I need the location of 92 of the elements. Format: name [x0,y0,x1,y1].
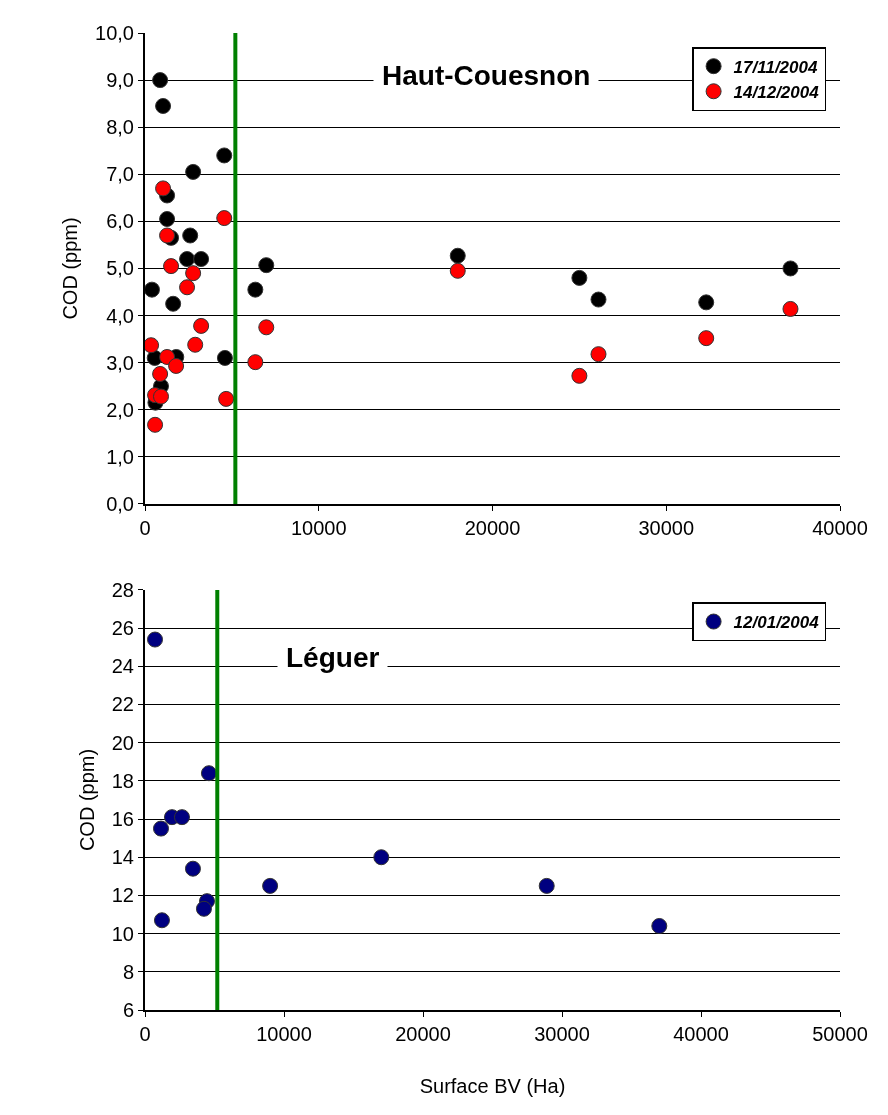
y-axis-title: COD (ppm) [59,217,82,320]
point [449,262,466,279]
point [216,147,233,164]
x-tick-label: 10000 [256,1023,312,1045]
point [538,877,555,894]
y-tick-label: 2,0 [106,398,134,421]
point [218,390,235,407]
point [173,809,190,826]
point [147,631,164,648]
point [153,820,169,837]
x-tick-label: 20000 [395,1023,451,1045]
point [168,357,185,374]
x-tick-label: 50000 [812,1023,868,1045]
point [247,354,264,371]
point [184,860,201,877]
point [159,211,176,227]
point [179,251,196,268]
y-tick-label: 9,0 [106,69,134,92]
point [187,336,204,353]
point [195,900,212,917]
point [163,258,180,275]
point [153,388,169,405]
y-tick-label: 1,0 [106,445,134,468]
y-tick-label: 14 [111,846,134,869]
y-tick-label: 28 [111,578,134,601]
y-tick-label: 3,0 [106,351,134,374]
legend-label: 17/11/2004 [733,57,818,77]
point [258,319,275,336]
y-tick-label: 5,0 [106,257,134,280]
text: Haut-Couesnon [382,60,591,91]
y-tick-label: 6 [122,999,134,1021]
x-tick-label: 10000 [290,516,347,539]
point [185,163,202,180]
point [182,227,199,244]
point [782,300,799,317]
y-tick-label: 20 [111,731,134,754]
x-tick-label: 40000 [812,516,868,539]
x-tick-label: 30000 [534,1023,590,1045]
point [155,180,172,197]
point [152,365,169,382]
x-axis-title: Surface BV (Ha) [419,1075,566,1097]
point [216,349,233,366]
point [165,295,182,312]
point [143,281,160,298]
y-tick-label: 12 [111,884,134,907]
y-tick-label: 4,0 [106,304,134,327]
point [200,765,217,782]
x-tick-label: 30000 [638,516,695,539]
point [590,346,607,363]
legend-label: 14/12/2004 [733,82,820,102]
y-tick-label: 0,0 [106,492,134,515]
y-axis-title: COD (ppm) [75,748,98,852]
y-tick-label: 16 [111,808,134,831]
point [152,72,169,89]
y-tick-label: 24 [111,655,134,678]
point [153,912,170,929]
point [159,227,176,244]
y-tick-label: 8,0 [106,116,134,139]
point [155,97,172,114]
y-tick-label: 22 [111,693,134,716]
point [698,330,715,347]
legend-label: 12/01/2004 [733,613,820,633]
y-tick-label: 8 [122,960,134,983]
point [698,294,715,311]
x-tick-label: 20000 [464,516,521,539]
y-tick-label: 18 [111,769,134,792]
point [571,367,588,384]
x-tick-label: 40000 [673,1023,729,1045]
point [373,849,390,866]
point [147,416,164,433]
point [185,265,202,282]
point [449,247,466,264]
point [179,279,196,296]
point [143,337,160,354]
point [262,877,279,894]
y-tick-label: 10 [111,922,134,945]
point [258,257,275,274]
point [193,251,210,268]
y-tick-label: 7,0 [106,163,134,186]
y-tick-label: 26 [111,617,134,640]
point [571,269,588,286]
x-tick-label: 0 [139,516,151,539]
y-tick-label: 10,0 [95,22,134,44]
text: Léguer [286,642,380,673]
point [590,291,607,308]
point [216,210,233,227]
y-tick-label: 6,0 [106,210,134,233]
point [247,281,264,298]
point [782,260,799,277]
point [651,917,668,934]
point [193,317,210,334]
x-tick-label: 0 [139,1023,151,1045]
